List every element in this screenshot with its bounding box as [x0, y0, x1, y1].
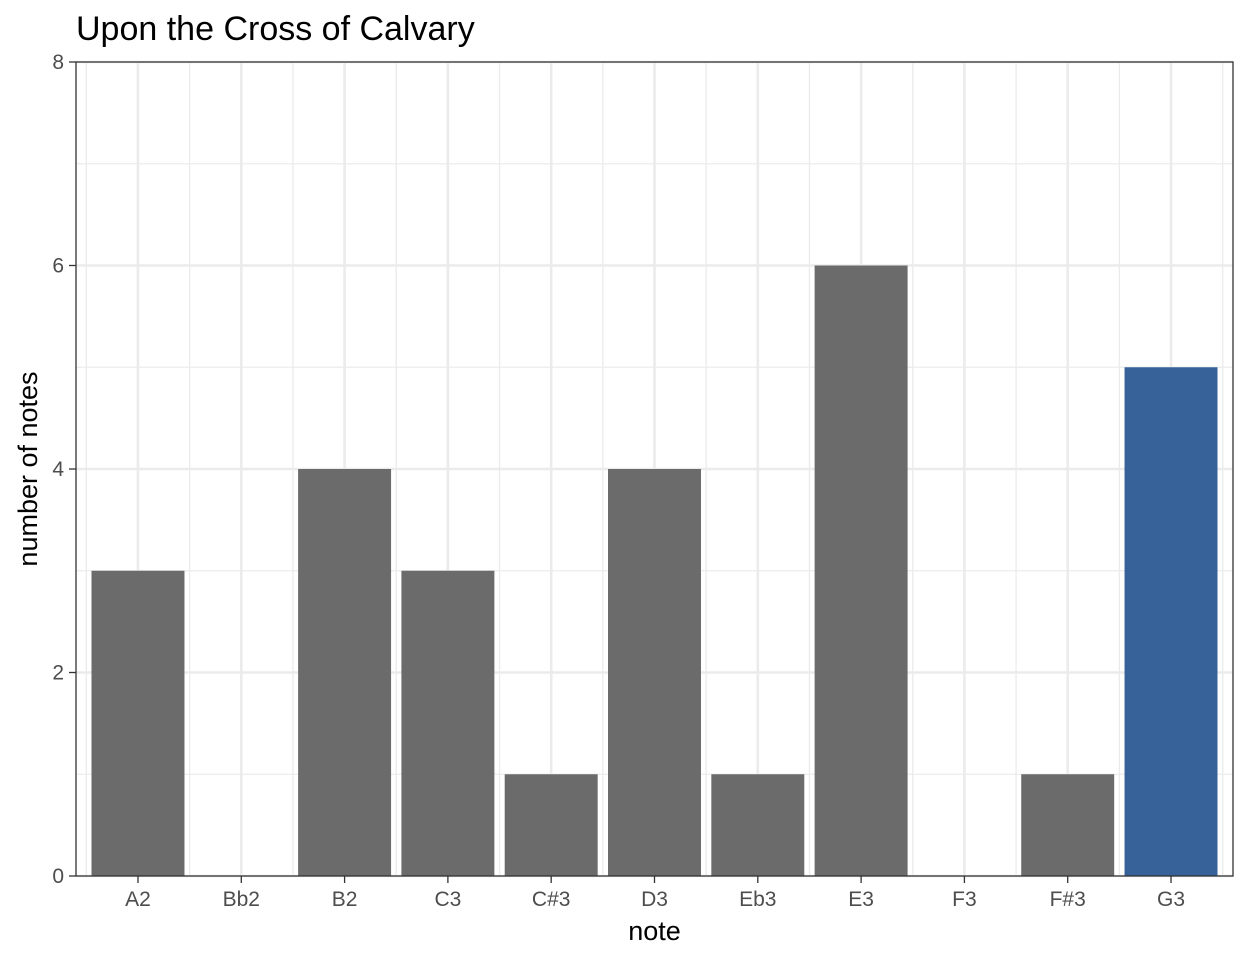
x-tick-label: D3	[641, 888, 668, 911]
bar-eb3	[711, 774, 805, 876]
x-tick-label: G3	[1157, 888, 1185, 911]
bar-a2	[91, 570, 185, 876]
y-axis-title: number of notes	[13, 371, 43, 566]
bar-f-sharp3	[1021, 774, 1115, 876]
x-tick-label: Eb3	[739, 888, 776, 911]
x-tick-label: F#3	[1050, 888, 1086, 911]
x-tick-label: Bb2	[223, 888, 260, 911]
x-tick-label: C#3	[532, 888, 571, 911]
bar-c3	[401, 570, 495, 876]
x-tick-label: E3	[848, 888, 874, 911]
bar-d3	[608, 469, 701, 876]
chart-title: Upon the Cross of Calvary	[76, 10, 475, 48]
bar-g3	[1124, 367, 1218, 876]
y-tick-label: 8	[52, 51, 64, 74]
bar-e3	[814, 265, 908, 876]
y-tick-label: 6	[52, 255, 64, 278]
y-tick-label: 2	[52, 662, 64, 685]
x-tick-label: B2	[332, 888, 358, 911]
y-tick-label: 0	[52, 865, 64, 888]
x-axis-title: note	[628, 916, 681, 946]
y-tick-label: 4	[52, 458, 64, 481]
bar-c-sharp3	[504, 774, 598, 876]
bar-b2	[298, 469, 392, 876]
bars-layer	[91, 265, 1218, 876]
axes-layer: 0 2 4 6 8 A2 Bb2 B2 C3 C#3 D3 Eb3 E3 F3 F#3 G3	[52, 51, 1185, 911]
x-tick-label: F3	[952, 888, 977, 911]
x-tick-label: A2	[125, 888, 151, 911]
x-tick-label: C3	[434, 888, 461, 911]
